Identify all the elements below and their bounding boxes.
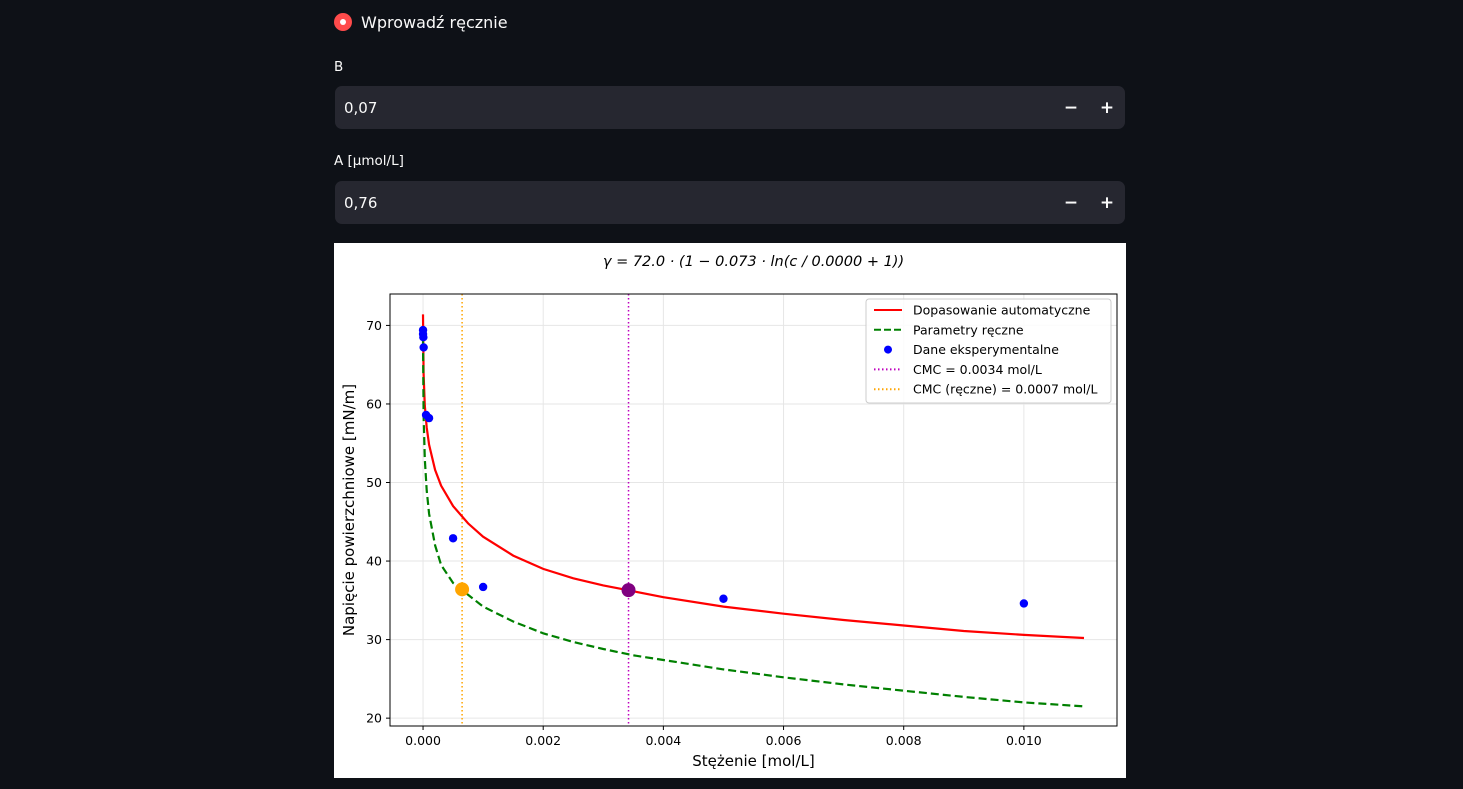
b-decrement-button[interactable]: − — [1063, 97, 1079, 118]
legend-entry-1: Dopasowanie automatyczne — [913, 303, 1091, 318]
data-point — [448, 534, 458, 543]
manual-entry-label: Wprowadź ręcznie — [361, 12, 508, 32]
chart-svg: 0.000 0.002 0.004 0.006 0.008 0.010 20 30 40 50 60… — [340, 254, 1118, 770]
legend-swatch-3 — [884, 345, 892, 354]
radio-selected-icon[interactable] — [334, 13, 352, 31]
series-line-1 — [421, 314, 1085, 640]
data-point — [719, 594, 728, 603]
legend-entry-2: Parametry ręczne — [913, 322, 1024, 337]
legend-entry-3: Dane eksperymentalne — [913, 342, 1059, 357]
y-tick-label: 70 — [366, 318, 382, 333]
y-tick-label: 60 — [366, 396, 382, 411]
x-tick-label: 0.008 — [886, 733, 922, 748]
x-axis-label: Stężenie [mol/L] — [692, 752, 814, 770]
legend-entry-5: CMC (ręczne) = 0.0007 mol/L — [913, 382, 1097, 397]
surface-tension-chart: 0.000 0.002 0.004 0.006 0.008 0.010 20 30 40 50 60… — [334, 243, 1126, 778]
b-field-label: B — [334, 59, 344, 75]
a-field-label: A [µmol/L] — [334, 153, 404, 169]
a-input[interactable] — [335, 192, 1053, 213]
a-number-input: − + — [335, 181, 1125, 224]
x-tick-label: 0.006 — [766, 733, 802, 748]
x-tick-label: 0.000 — [405, 733, 441, 748]
b-number-input: − + — [335, 86, 1125, 129]
data-point — [478, 582, 488, 592]
data-point — [1019, 599, 1029, 608]
cmc-point-2 — [455, 582, 470, 597]
a-decrement-button[interactable]: − — [1063, 192, 1079, 213]
data-point — [419, 343, 428, 352]
x-tick-label: 0.002 — [525, 733, 561, 748]
y-axis-label: Napięcie powierzchniowe [mN/m] — [340, 384, 358, 636]
y-tick-label: 50 — [366, 475, 382, 490]
legend-entry-4: CMC = 0.0034 mol/L — [913, 362, 1042, 377]
cmc-point-1 — [621, 583, 636, 598]
a-increment-button[interactable]: + — [1099, 192, 1115, 213]
y-tick-label: 40 — [366, 554, 382, 569]
b-input[interactable] — [335, 97, 1053, 118]
chart-title: γ = 72.0 · (1 − 0.073 · ln(c / 0.0000 + … — [603, 254, 904, 270]
x-tick-label: 0.004 — [645, 733, 681, 748]
y-tick-label: 30 — [366, 632, 382, 647]
legend-box — [865, 298, 1112, 404]
manual-entry-radio[interactable]: Wprowadź ręcznie — [334, 11, 508, 33]
series-line-2 — [421, 341, 1085, 708]
data-point — [419, 333, 428, 342]
y-tick-label: 20 — [366, 711, 382, 726]
b-increment-button[interactable]: + — [1099, 97, 1115, 118]
x-tick-label: 0.010 — [1006, 733, 1042, 748]
plot-frame — [389, 293, 1118, 727]
data-point — [424, 413, 434, 423]
